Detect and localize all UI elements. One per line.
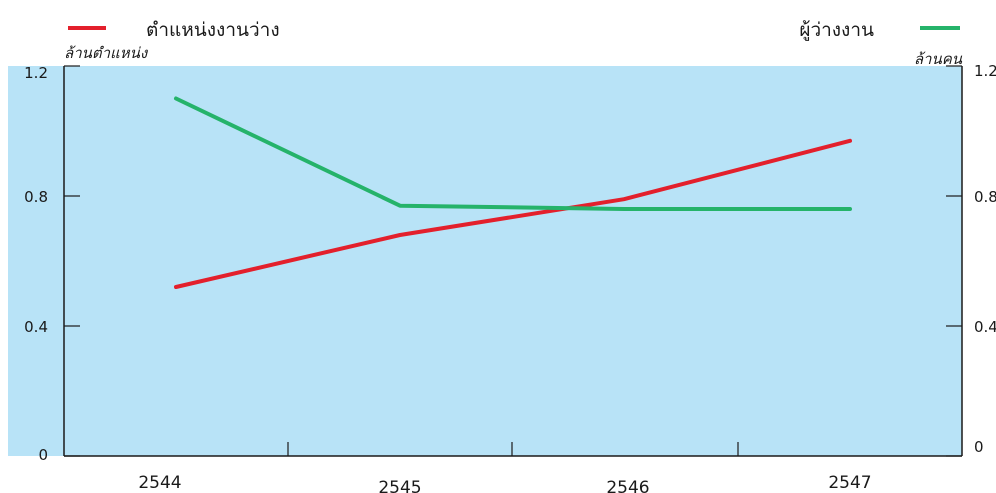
series-line-vacancies: [174, 138, 852, 289]
right-tick-label: 0: [974, 438, 984, 456]
right-tick-label: 0.8: [974, 188, 996, 206]
left-tick-label: 0.8: [24, 188, 48, 206]
right-tick-label: 0.4: [974, 318, 996, 336]
legend-label-vacancies: ตำแหน่งงานว่าง: [146, 19, 280, 41]
legend: ตำแหน่งงานว่าง ผู้ว่างงาน: [68, 19, 960, 41]
x-tick-label-2546: 2546: [606, 478, 649, 493]
left-tick-label: 0: [38, 446, 48, 464]
legend-label-unemployed: ผู้ว่างงาน: [799, 19, 874, 41]
left-axis-ticks: 0 0.4 0.8 1.2: [24, 64, 80, 464]
x-axis-ticks: [287, 442, 739, 456]
left-axis-unit: ล้านตำแหน่ง: [64, 44, 149, 62]
x-tick-label-2545: 2545: [378, 478, 421, 493]
left-tick-label: 0.4: [24, 318, 48, 336]
plot-background: [8, 66, 962, 456]
series-line-unemployed: [174, 96, 852, 211]
right-tick-label: 1.2: [974, 62, 996, 80]
right-axis-unit: ล้านคน: [914, 50, 963, 68]
left-tick-label: 1.2: [24, 64, 48, 82]
x-axis-labels: 2544 2545 2546 2547: [138, 473, 871, 493]
x-tick-label-2547: 2547: [828, 473, 871, 493]
right-axis-ticks: 0 0.4 0.8 1.2: [946, 62, 996, 457]
x-tick-label-2544: 2544: [138, 473, 181, 493]
